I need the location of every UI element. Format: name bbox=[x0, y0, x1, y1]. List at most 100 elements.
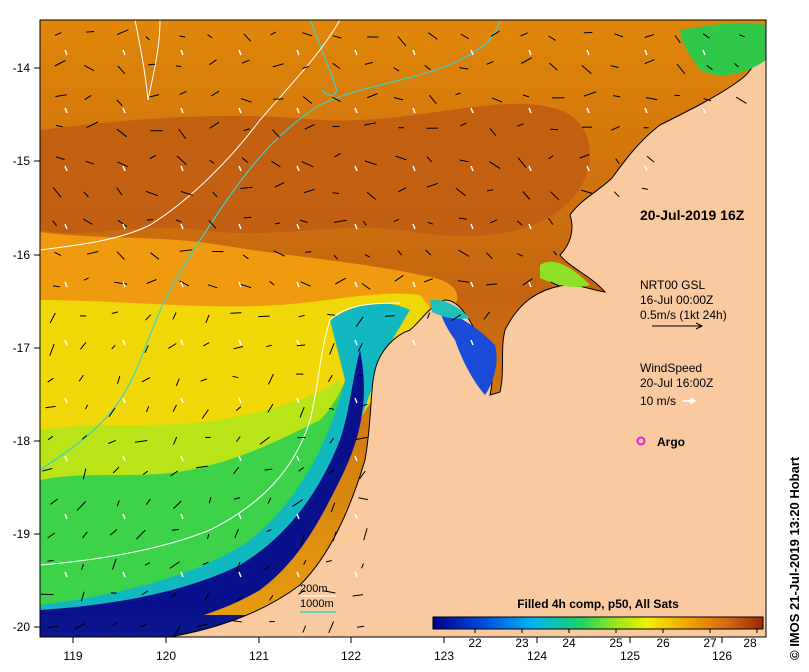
current-vector bbox=[674, 35, 681, 44]
current-vector bbox=[209, 121, 220, 129]
current-vector bbox=[175, 219, 182, 223]
wind-vector bbox=[586, 107, 590, 114]
current-vector bbox=[393, 67, 400, 72]
current-vector bbox=[327, 374, 333, 382]
current-vector bbox=[178, 128, 187, 139]
current-vector bbox=[243, 33, 252, 42]
current-vector bbox=[521, 57, 533, 64]
wind-vector bbox=[180, 397, 184, 404]
current-vector bbox=[301, 161, 314, 168]
current-vector bbox=[333, 219, 347, 223]
current-vector bbox=[298, 467, 304, 472]
current-vector bbox=[140, 623, 147, 628]
current-vector bbox=[646, 155, 655, 163]
current-vector bbox=[328, 621, 335, 633]
wind-vector bbox=[180, 571, 184, 578]
current-vector bbox=[424, 64, 431, 71]
current-vector bbox=[486, 283, 498, 286]
current-vector bbox=[110, 592, 117, 594]
sea-warm-core bbox=[40, 103, 590, 236]
current-vector bbox=[49, 312, 56, 324]
current-vector bbox=[207, 533, 210, 540]
current-vector bbox=[243, 128, 251, 131]
wind-vector bbox=[296, 339, 300, 346]
current-vector bbox=[397, 250, 403, 256]
current-vector bbox=[300, 533, 305, 545]
current-vector bbox=[200, 378, 208, 382]
current-vector bbox=[490, 30, 500, 37]
current-vector bbox=[82, 218, 93, 225]
current-vector bbox=[706, 65, 713, 71]
current-vector bbox=[367, 93, 378, 99]
current-vector bbox=[548, 35, 556, 41]
current-vector bbox=[641, 187, 648, 190]
current-vector bbox=[522, 278, 533, 286]
current-arrows bbox=[40, 29, 747, 635]
current-legend-arrowhead bbox=[695, 322, 704, 330]
wind-vector bbox=[354, 513, 358, 520]
wind-legend: WindSpeed 20-Jul 16:00Z 10 m/s bbox=[640, 361, 713, 408]
current-vector bbox=[272, 129, 280, 138]
current-vector bbox=[332, 192, 340, 194]
current-vector bbox=[176, 155, 187, 166]
wind-vector bbox=[354, 571, 358, 578]
current-vector bbox=[47, 377, 54, 383]
current-vector bbox=[457, 280, 470, 283]
wind-vector bbox=[644, 107, 648, 114]
current-vector bbox=[54, 60, 66, 67]
current-vector bbox=[80, 591, 85, 602]
wind-vector bbox=[702, 107, 706, 114]
credit-label: © IMOS 21-Jul-2019 13:20 Hobart bbox=[787, 456, 802, 660]
wind-vector bbox=[296, 223, 300, 230]
current-vector bbox=[489, 128, 497, 136]
current-vector bbox=[76, 501, 87, 511]
current-vector bbox=[273, 250, 286, 257]
current-vector bbox=[179, 249, 193, 252]
wind-vector bbox=[238, 455, 242, 462]
current-vector bbox=[272, 63, 284, 68]
wind-vector bbox=[702, 49, 706, 56]
wind-vector bbox=[470, 281, 474, 288]
wind-vector bbox=[180, 339, 184, 346]
current-vector bbox=[455, 187, 466, 197]
current-vector bbox=[302, 65, 309, 69]
wind-legend-line3: 10 m/s bbox=[640, 394, 676, 408]
current-vector bbox=[357, 625, 365, 628]
current-vector bbox=[135, 529, 146, 540]
current-vector bbox=[423, 278, 433, 283]
wind-vector bbox=[412, 339, 416, 346]
current-vector bbox=[49, 343, 55, 356]
wind-vector bbox=[64, 107, 68, 114]
current-vector bbox=[175, 65, 182, 68]
current-vector bbox=[459, 159, 469, 163]
wind-vector bbox=[180, 165, 184, 172]
current-vector bbox=[356, 374, 363, 377]
wind-vector bbox=[122, 165, 126, 172]
current-vector bbox=[458, 249, 470, 257]
current-vector bbox=[116, 187, 123, 196]
current-vector bbox=[266, 344, 272, 348]
current-vector bbox=[327, 313, 336, 316]
wind-vector bbox=[528, 107, 532, 114]
current-vector bbox=[145, 190, 158, 197]
wind-vector bbox=[412, 223, 416, 230]
y-axis: -14 -15 -16 -17 -18 -19 -20 bbox=[13, 61, 40, 634]
current-vector bbox=[80, 341, 87, 350]
wind-vector bbox=[64, 223, 68, 230]
current-vector bbox=[550, 281, 559, 287]
current-vector bbox=[645, 97, 658, 101]
wind-vector bbox=[238, 513, 242, 520]
current-vector bbox=[196, 623, 208, 628]
wind-vector bbox=[180, 107, 184, 114]
current-vector bbox=[179, 35, 186, 38]
current-vector bbox=[302, 96, 313, 104]
current-vector bbox=[172, 404, 177, 412]
wind-vector bbox=[354, 455, 358, 462]
current-vector bbox=[298, 314, 305, 318]
y-tick-label: -17 bbox=[13, 341, 31, 355]
colorbar-tick-label: 26 bbox=[656, 636, 670, 650]
current-vector bbox=[361, 563, 364, 569]
current-vector bbox=[583, 91, 597, 97]
current-vector bbox=[426, 182, 439, 188]
x-tick-label: 120 bbox=[156, 649, 176, 663]
